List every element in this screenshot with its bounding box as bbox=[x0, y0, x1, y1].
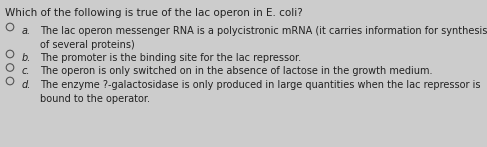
Text: c.: c. bbox=[22, 66, 31, 76]
Text: of several proteins): of several proteins) bbox=[40, 40, 135, 50]
Text: bound to the operator.: bound to the operator. bbox=[40, 93, 150, 103]
Text: d.: d. bbox=[22, 80, 31, 90]
Text: b.: b. bbox=[22, 53, 31, 63]
Text: The promoter is the binding site for the lac repressor.: The promoter is the binding site for the… bbox=[40, 53, 301, 63]
Text: a.: a. bbox=[22, 26, 31, 36]
Text: Which of the following is true of the lac operon in E. coli?: Which of the following is true of the la… bbox=[5, 8, 303, 18]
Text: The lac operon messenger RNA is a polycistronic mRNA (it carries information for: The lac operon messenger RNA is a polyci… bbox=[40, 26, 487, 36]
Text: The enzyme ?-galactosidase is only produced in large quantities when the lac rep: The enzyme ?-galactosidase is only produ… bbox=[40, 80, 481, 90]
Text: The operon is only switched on in the absence of lactose in the growth medium.: The operon is only switched on in the ab… bbox=[40, 66, 432, 76]
